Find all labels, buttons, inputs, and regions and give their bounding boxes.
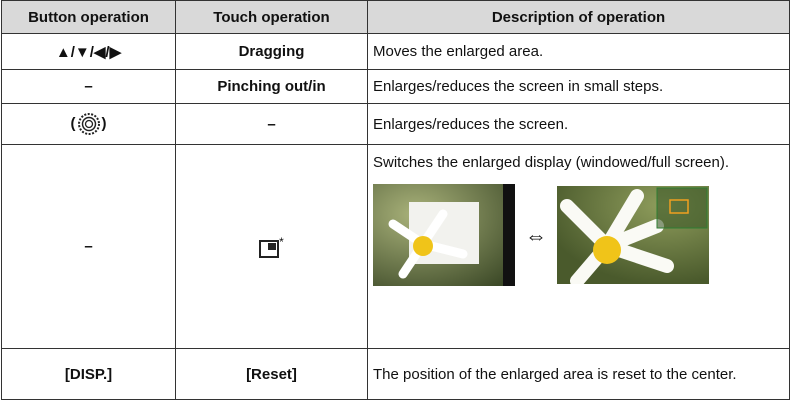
- windowed-image: [373, 184, 515, 286]
- illustration: ⇔: [373, 184, 784, 286]
- footnote-mark: *: [279, 235, 284, 250]
- touch-cell: Pinching out/in: [175, 69, 368, 104]
- description-cell: The position of the enlarged area is res…: [367, 348, 790, 400]
- description-cell: Enlarges/reduces the screen in small ste…: [367, 69, 790, 104]
- description-text: Switches the enlarged display (windowed/…: [373, 154, 730, 171]
- button-cell: –: [1, 69, 176, 104]
- button-cell: –: [1, 144, 176, 349]
- touch-cell: *: [175, 144, 368, 349]
- row: – Pinching out/in Enlarges/reduces the s…: [1, 69, 790, 104]
- row: ( ) – Enlarges/reduces the screen.: [1, 103, 790, 145]
- touch-cell: Dragging: [175, 33, 368, 70]
- button-cell: [DISP.]: [1, 348, 176, 400]
- row: [DISP.] [Reset] The position of the enla…: [1, 348, 790, 400]
- row: – * Switches the enlarged display (windo…: [1, 144, 790, 349]
- full-image: [557, 186, 709, 284]
- header-cell: Touch operation: [175, 0, 368, 34]
- header-row: Button operation Touch operation Descrip…: [1, 0, 790, 34]
- dial-icon: [77, 113, 100, 135]
- paren: ): [101, 114, 107, 132]
- paren: (: [70, 114, 76, 132]
- arrow: ⇔: [525, 222, 547, 248]
- touch-cell: –: [175, 103, 368, 145]
- touch-cell: [Reset]: [175, 348, 368, 400]
- description-cell: Switches the enlarged display (windowed/…: [367, 144, 790, 349]
- header-cell: Description of operation: [367, 0, 790, 34]
- header-cell: Button operation: [1, 0, 176, 34]
- button-cell: ▲/▼/◀/▶: [1, 33, 176, 70]
- description-cell: Enlarges/reduces the screen.: [367, 103, 790, 145]
- row: ▲/▼/◀/▶ Dragging Moves the enlarged area…: [1, 33, 790, 70]
- window-icon: [259, 239, 280, 258]
- description-cell: Moves the enlarged area.: [367, 33, 790, 70]
- button-cell: ( ): [1, 103, 176, 145]
